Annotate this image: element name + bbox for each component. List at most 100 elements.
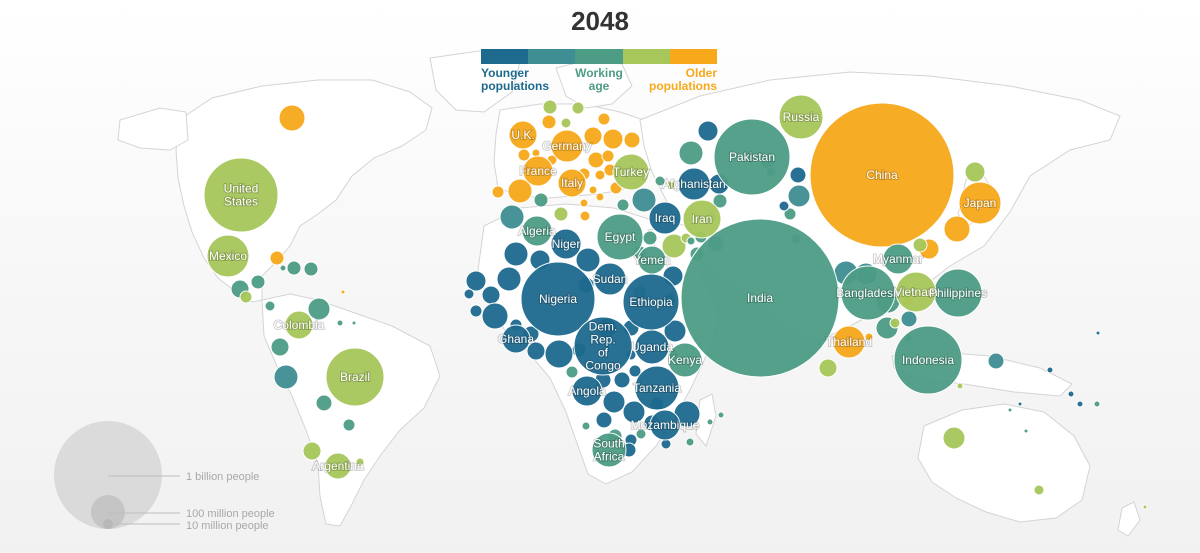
country-bubble-indonesia[interactable] [893, 325, 963, 395]
country-bubble-nigeria[interactable] [520, 261, 596, 337]
country-bubble-algeria[interactable] [521, 215, 553, 247]
country-bubble-small [481, 302, 509, 330]
country-bubble-dem-rep-of-congo[interactable] [573, 316, 633, 376]
country-bubble-small [1093, 400, 1101, 408]
country-bubble-vietnam[interactable] [895, 271, 937, 313]
country-bubble-france[interactable] [522, 155, 554, 187]
country-bubble-small [507, 178, 533, 204]
country-bubble-angola[interactable] [571, 375, 603, 407]
country-bubble-small [942, 426, 966, 450]
country-bubble-uganda[interactable] [634, 329, 670, 365]
country-bubble-south-africa[interactable] [591, 432, 627, 468]
country-bubble-small [270, 337, 290, 357]
country-bubble-brazil[interactable] [325, 347, 385, 407]
country-label-mozambique: Mozambique [631, 418, 700, 432]
country-bubble-myanmar[interactable] [882, 243, 914, 275]
country-bubble-small [686, 236, 696, 246]
country-bubble-small [706, 418, 714, 426]
country-bubble-united-states[interactable] [203, 157, 279, 233]
population-bubbles [203, 94, 1148, 510]
country-label-u-k: U.K. [511, 128, 534, 142]
country-bubble-small [533, 192, 549, 208]
country-bubble-turkey[interactable] [612, 153, 650, 191]
age-color-legend [481, 49, 718, 64]
alaska-landmass [117, 107, 189, 151]
country-label-ethiopia: Ethiopia [629, 295, 673, 309]
country-bubble-kenya[interactable] [667, 342, 703, 378]
country-bubble-small [602, 390, 626, 414]
country-label-united-states: United States [224, 182, 259, 209]
country-bubble-germany[interactable] [550, 129, 584, 163]
country-bubble-small [787, 184, 811, 208]
country-bubble-small [613, 371, 631, 389]
country-label-india: India [747, 291, 773, 305]
country-bubble-small [581, 421, 591, 431]
scale-label-100-million: 100 million people [186, 508, 275, 520]
country-label-colombia: Colombia [274, 318, 325, 332]
country-bubble-small [1067, 390, 1075, 398]
country-bubble-small [579, 210, 591, 222]
country-label-philippines: Philippines [929, 286, 987, 300]
country-bubble-small [666, 180, 676, 190]
legend-label-younger: Younger populations [481, 66, 549, 93]
country-bubble-ghana[interactable] [501, 324, 531, 354]
country-bubble-iraq[interactable] [648, 201, 682, 235]
country-bubble-small [273, 364, 299, 390]
country-bubble-mozambique[interactable] [649, 409, 681, 441]
new-zealand-landmass [1117, 501, 1141, 537]
legend-swatch-lime [622, 49, 670, 64]
country-bubble-small [491, 185, 505, 199]
country-bubble-small [943, 215, 971, 243]
country-bubble-small [541, 114, 557, 130]
country-bubble-small [628, 364, 642, 378]
country-bubble-small [594, 169, 606, 181]
country-label-uganda: Uganda [631, 340, 673, 354]
country-label-nigeria: Nigeria [539, 292, 577, 306]
country-bubble-small [278, 104, 306, 132]
country-bubble-small [303, 261, 319, 277]
country-bubble-bangladesh[interactable] [840, 265, 896, 321]
country-bubble-niger[interactable] [550, 228, 582, 260]
country-label-indonesia: Indonesia [902, 353, 954, 367]
country-label-dem-rep-of-congo: Dem. Rep. of Congo [585, 320, 621, 373]
country-bubble-small [660, 438, 672, 450]
country-label-japan: Japan [964, 196, 997, 210]
country-bubble-tanzania[interactable] [634, 365, 680, 411]
country-bubble-colombia[interactable] [284, 310, 314, 340]
country-bubble-small [1046, 366, 1054, 374]
country-bubble-sudan[interactable] [593, 262, 627, 296]
country-bubble-small [302, 441, 322, 461]
country-bubble-argentina[interactable] [324, 452, 352, 480]
legend-label-older: Older populations [649, 66, 717, 93]
country-bubble-small [685, 437, 695, 447]
country-label-egypt: Egypt [605, 230, 636, 244]
country-bubble-small [250, 274, 266, 290]
legend-swatch-young [481, 49, 529, 64]
country-bubble-italy[interactable] [557, 168, 587, 198]
country-bubble-small [526, 341, 546, 361]
country-label-mexico: Mexico [209, 249, 247, 263]
country-bubble-small [351, 320, 357, 326]
country-bubble-small [553, 206, 569, 222]
madagascar-landmass [695, 393, 717, 448]
legend-swatch-old [669, 49, 718, 64]
country-bubble-yemen[interactable] [637, 245, 667, 275]
country-bubble-small [340, 289, 346, 295]
country-bubble-mexico[interactable] [206, 234, 250, 278]
country-bubble-afghanistan[interactable] [677, 167, 711, 201]
country-bubble-india[interactable] [680, 218, 840, 378]
country-bubble-small [503, 241, 529, 267]
country-bubble-china[interactable] [809, 102, 955, 248]
country-bubble-small [239, 290, 253, 304]
country-bubble-thailand[interactable] [832, 325, 866, 359]
country-bubble-japan[interactable] [958, 181, 1002, 225]
country-bubble-small [307, 297, 331, 321]
country-bubble-iran[interactable] [682, 199, 722, 239]
scale-circle-100-million [91, 495, 125, 529]
country-bubble-pakistan[interactable] [713, 118, 791, 196]
country-bubble-russia[interactable] [778, 94, 824, 140]
country-bubble-small [987, 352, 1005, 370]
country-bubble-egypt[interactable] [596, 213, 644, 261]
country-label-afghanistan: Afghanistan [662, 177, 725, 191]
country-bubble-u-k[interactable] [508, 120, 538, 150]
